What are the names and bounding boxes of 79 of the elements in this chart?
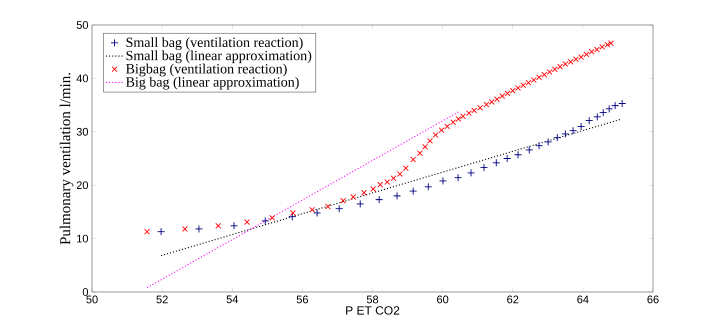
point xyxy=(439,176,447,185)
point xyxy=(290,210,296,216)
point xyxy=(454,174,462,182)
x-tick-label: 56 xyxy=(296,296,308,304)
point xyxy=(144,228,150,235)
point xyxy=(492,158,500,167)
point xyxy=(553,134,562,142)
point xyxy=(350,194,356,200)
point xyxy=(356,200,364,208)
point xyxy=(261,217,270,225)
x-tick-label: 64 xyxy=(577,296,589,304)
point xyxy=(432,132,439,138)
legend-label: Big bag (linear approximation) xyxy=(126,76,299,90)
point xyxy=(390,175,396,182)
point xyxy=(569,126,578,135)
point xyxy=(450,119,456,126)
point xyxy=(157,228,166,236)
point xyxy=(309,206,316,213)
point xyxy=(535,142,543,150)
point xyxy=(544,138,552,146)
point xyxy=(375,196,384,204)
y-tick-label: 50 xyxy=(76,21,88,29)
y-tick-label: 20 xyxy=(76,181,88,190)
point xyxy=(503,154,512,162)
point xyxy=(244,219,250,225)
point xyxy=(409,187,418,196)
point xyxy=(361,190,368,196)
point xyxy=(444,124,450,130)
point xyxy=(370,186,376,192)
point xyxy=(215,222,222,229)
point xyxy=(194,225,203,233)
y-axis-title: Pulmonary ventilation l/min. xyxy=(60,73,74,245)
point xyxy=(438,127,445,134)
y-tick-label: 30 xyxy=(76,128,88,136)
point xyxy=(611,102,620,110)
legend-label: Small bag (ventilation reaction) xyxy=(126,37,303,50)
point xyxy=(424,182,432,191)
point xyxy=(410,156,416,162)
point xyxy=(593,112,602,121)
point xyxy=(577,122,586,130)
x-tick-label: 62 xyxy=(507,296,518,304)
point xyxy=(230,222,238,230)
point xyxy=(393,192,401,200)
legend-label: Small bag (linear approximation) xyxy=(126,50,312,64)
point xyxy=(269,214,276,221)
point xyxy=(335,204,344,213)
x-tick-label: 54 xyxy=(226,296,238,304)
y-tick-label: 40 xyxy=(76,74,88,82)
legend-label: Bigbag (ventilation reaction) xyxy=(126,64,287,76)
x-tick-label: 58 xyxy=(366,296,378,304)
x-axis-title: P ET CO2 xyxy=(346,306,400,315)
x-tick-label: 52 xyxy=(156,296,168,304)
x-tick-label: 50 xyxy=(86,296,98,304)
point xyxy=(525,146,534,154)
y-tick-label: 0 xyxy=(82,288,88,296)
point xyxy=(313,209,322,217)
point xyxy=(416,150,423,156)
point xyxy=(288,212,296,221)
point xyxy=(402,165,409,172)
point xyxy=(608,40,614,46)
point xyxy=(422,144,428,150)
x-tick-label: 66 xyxy=(647,296,659,304)
point xyxy=(599,108,608,117)
point xyxy=(182,226,188,232)
point xyxy=(340,198,346,204)
point xyxy=(467,168,475,177)
point xyxy=(377,182,384,188)
x-tick-label: 60 xyxy=(437,296,448,304)
point xyxy=(585,116,594,125)
point xyxy=(605,104,614,113)
point xyxy=(561,130,570,138)
point xyxy=(325,204,331,210)
point xyxy=(514,150,522,159)
y-tick-label: 10 xyxy=(77,234,88,242)
point xyxy=(480,164,488,172)
point xyxy=(384,179,390,185)
point xyxy=(427,138,433,144)
point xyxy=(618,100,626,108)
point xyxy=(396,171,403,177)
